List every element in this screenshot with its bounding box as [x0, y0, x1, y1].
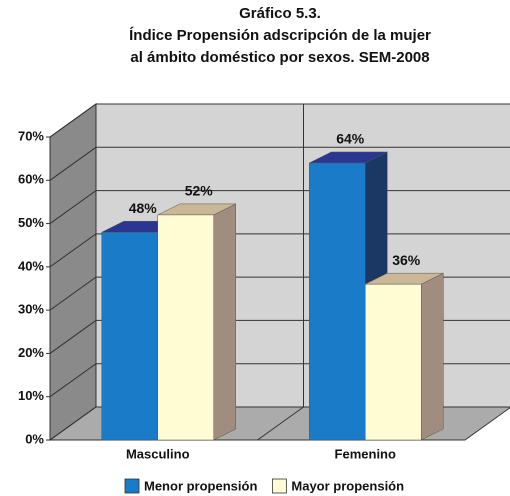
legend-swatch: [271, 478, 287, 494]
category-divider: [257, 406, 304, 441]
y-tick-label: 20%: [18, 345, 44, 360]
y-tick-label: 0%: [25, 431, 44, 446]
bar-side: [421, 272, 444, 441]
chart-subtitle: al ámbito doméstico por sexos. SEM-2008: [130, 49, 429, 66]
bar: [157, 214, 214, 441]
y-tick-label: 30%: [18, 302, 44, 317]
chart-subtitle: Índice Propensión adscripción de la muje…: [129, 27, 431, 44]
bar-side: [213, 203, 236, 441]
y-tick-label: 70%: [18, 128, 44, 143]
y-tick-label: 10%: [18, 388, 44, 403]
y-tick-label: 40%: [18, 258, 44, 273]
side-wall: [49, 103, 97, 441]
grid-line: [49, 103, 510, 138]
grid-line: [49, 146, 510, 181]
chart-title: Gráfico 5.3.: [239, 5, 321, 22]
bar: [309, 162, 366, 441]
data-label: 48%: [129, 200, 158, 216]
legend-label: Menor propensión: [144, 478, 257, 493]
legend-swatch: [124, 478, 140, 494]
legend-label: Mayor propensión: [291, 478, 404, 493]
x-tick-label: Masculino: [126, 446, 190, 461]
bar: [365, 283, 422, 441]
data-label: 64%: [336, 131, 365, 147]
x-tick-label: Femenino: [335, 446, 396, 461]
bar: [101, 231, 158, 441]
y-tick-label: 50%: [18, 215, 44, 230]
data-label: 36%: [392, 252, 421, 268]
data-label: 52%: [185, 183, 214, 199]
y-tick-label: 60%: [18, 172, 44, 187]
